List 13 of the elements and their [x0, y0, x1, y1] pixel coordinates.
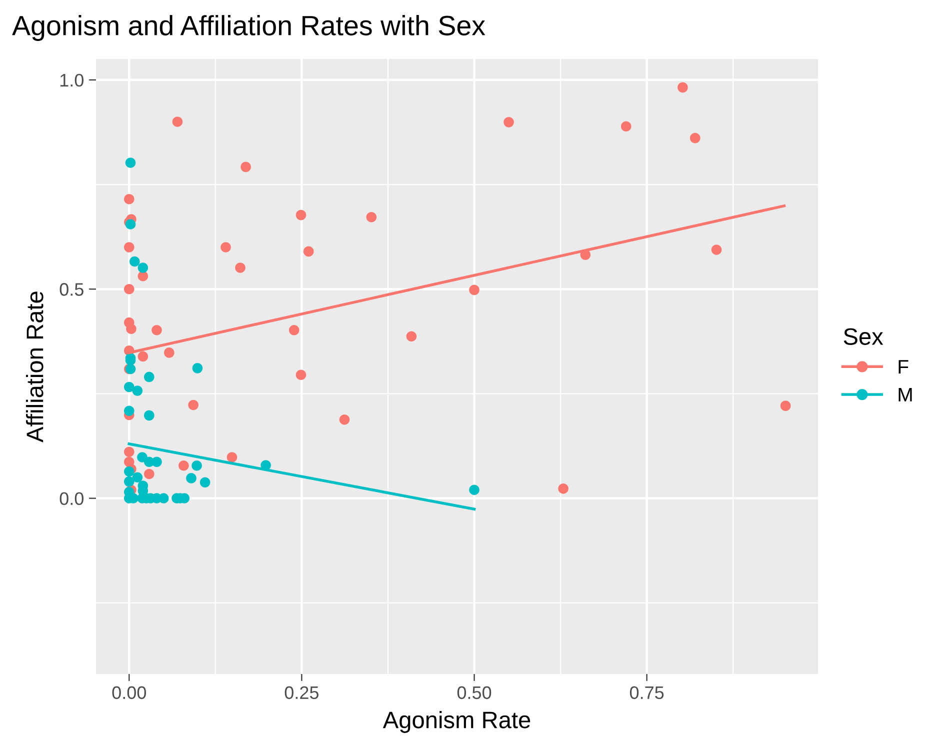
- legend-label: M: [898, 388, 912, 402]
- x-tick-label: 0.50: [457, 686, 492, 700]
- x-tick-label: 0.00: [112, 686, 146, 700]
- y-tick-label: 1.0: [60, 74, 84, 87]
- x-tick-label: 0.25: [284, 686, 319, 700]
- y-tick-label: 0.5: [60, 283, 84, 296]
- legend-title: Sex: [844, 328, 884, 345]
- y-axis-title: Affiliation Rate: [26, 292, 44, 442]
- legend-label: F: [898, 360, 908, 374]
- x-axis-title: Agonism Rate: [382, 710, 530, 733]
- x-tick-label: 0.75: [630, 686, 664, 700]
- y-tick-label: 0.0: [60, 492, 84, 506]
- chart-title: Agonism and Affiliation Rates with Sex: [12, 15, 486, 41]
